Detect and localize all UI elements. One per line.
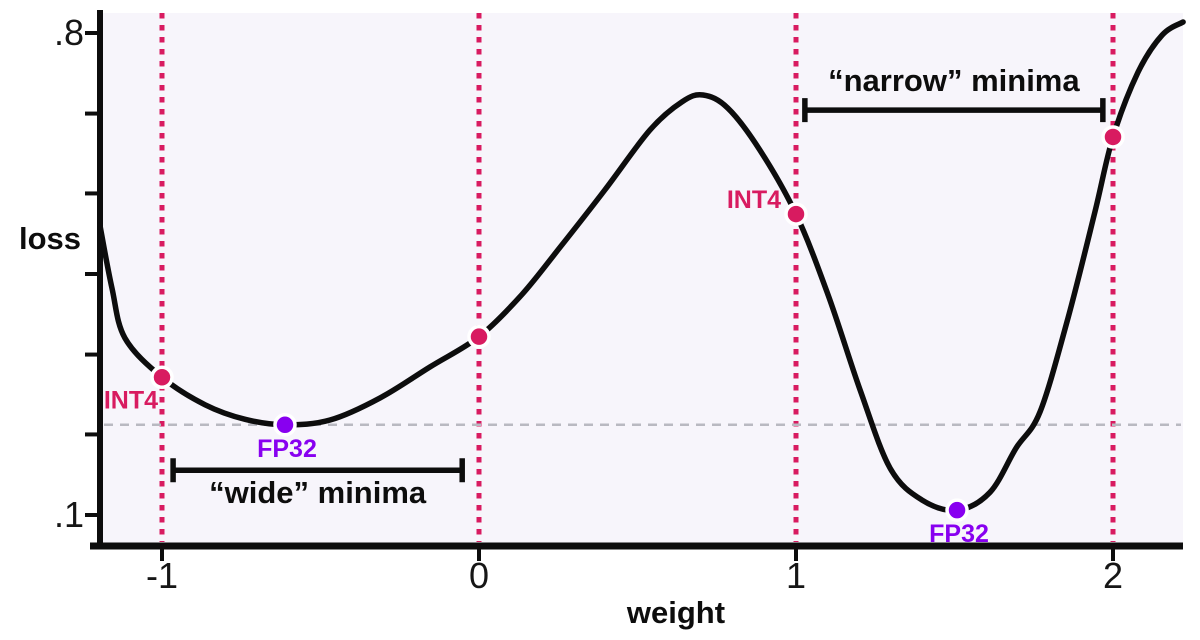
x-tick-label: 0 bbox=[469, 555, 489, 596]
fp32-marker-label: FP32 bbox=[257, 435, 317, 463]
quantization-markers-layer: INT4 FP32 INT4 FP32 bbox=[104, 125, 1125, 548]
x-axis-title: weight bbox=[626, 595, 725, 630]
y-tick-label: .1 bbox=[54, 494, 84, 535]
fp32-marker-label: FP32 bbox=[929, 520, 989, 548]
x-tick-label: -1 bbox=[146, 555, 178, 596]
int4-marker-label: INT4 bbox=[104, 386, 158, 414]
axes-layer: .8 .1 -1 0 1 2 bbox=[54, 10, 1183, 596]
plot-background bbox=[103, 13, 1183, 543]
int4-marker bbox=[784, 202, 808, 226]
fp32-marker bbox=[945, 498, 969, 522]
fp32-marker bbox=[273, 413, 297, 437]
ticks-layer: .8 .1 -1 0 1 2 bbox=[54, 12, 1123, 596]
minima-bracket-label: “narrow” minima bbox=[828, 63, 1080, 98]
int4-marker-label: INT4 bbox=[727, 186, 781, 214]
x-tick-label: 1 bbox=[786, 555, 806, 596]
minima-bracket-label: “wide” minima bbox=[209, 475, 427, 510]
x-tick-label: 2 bbox=[1103, 555, 1123, 596]
int4-marker bbox=[1101, 125, 1125, 149]
y-axis-title: loss bbox=[19, 221, 81, 256]
y-tick-label: .8 bbox=[54, 12, 84, 53]
int4-marker bbox=[467, 324, 491, 349]
int4-marker bbox=[150, 365, 174, 390]
bracket-annotations-layer: “wide” minima “narrow” minima bbox=[170, 63, 1106, 510]
